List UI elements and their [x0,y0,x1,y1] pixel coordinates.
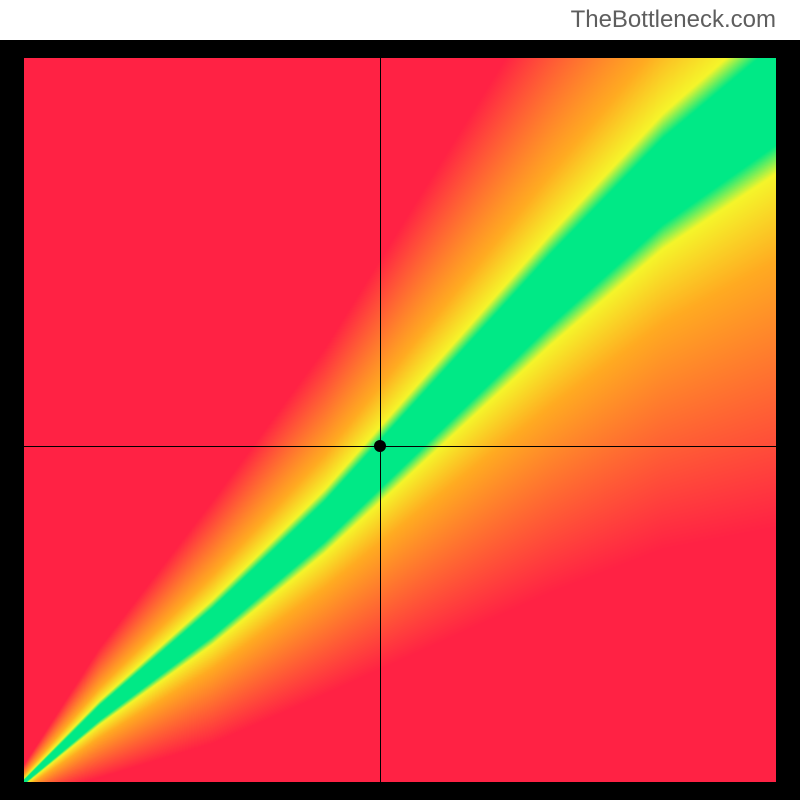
heatmap-canvas [24,58,776,782]
watermark-text: TheBottleneck.com [571,6,776,34]
chart-container: TheBottleneck.com [0,0,800,800]
crosshair-horizontal [24,446,776,447]
crosshair-marker [374,440,386,452]
plot-area [24,58,776,782]
crosshair-vertical [380,58,381,782]
outer-frame [0,40,800,800]
